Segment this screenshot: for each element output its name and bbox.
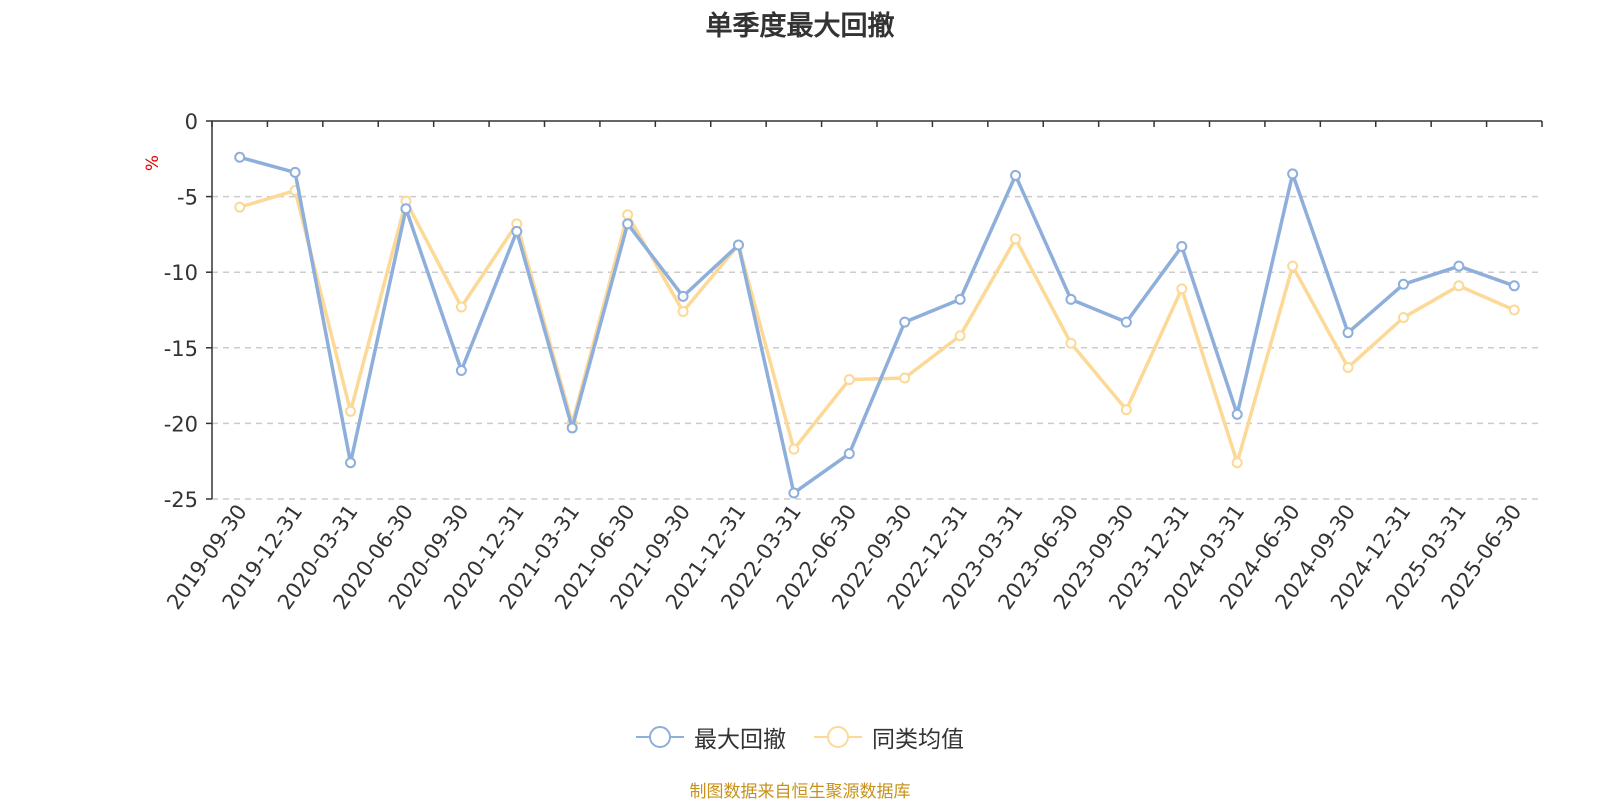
data-point-max-drawdown: [954, 293, 966, 305]
data-point-peer-average: [1453, 280, 1465, 292]
data-point-max-drawdown: [1120, 316, 1132, 328]
data-point-max-drawdown: [622, 218, 634, 230]
series-line-max-drawdown: [239, 155, 1515, 495]
y-tick-label: 0: [185, 110, 198, 134]
data-point-peer-average: [1176, 283, 1188, 295]
chart-title: 单季度最大回撤: [705, 11, 895, 42]
data-point-peer-average: [345, 405, 357, 417]
data-point-max-drawdown: [732, 239, 744, 251]
data-point-max-drawdown: [1231, 408, 1243, 420]
data-point-peer-average: [677, 306, 689, 318]
data-point-max-drawdown: [345, 457, 357, 469]
data-point-peer-average: [1287, 260, 1299, 272]
data-point-peer-average: [899, 372, 911, 384]
data-point-peer-average: [1397, 312, 1409, 324]
data-point-peer-average: [234, 201, 246, 213]
source-note: 制图数据来自恒生聚源数据库: [689, 782, 911, 802]
series-line-peer-average: [239, 188, 1515, 465]
data-point-max-drawdown: [1508, 280, 1520, 292]
y-axis-label: %: [143, 155, 163, 171]
data-point-max-drawdown: [455, 364, 467, 376]
data-point-max-drawdown: [677, 290, 689, 302]
data-point-max-drawdown: [511, 225, 523, 237]
data-point-max-drawdown: [1342, 327, 1354, 339]
data-point-peer-average: [1231, 457, 1243, 469]
data-point-max-drawdown: [1287, 168, 1299, 180]
legend-item-peer-average[interactable]: 同类均值: [814, 720, 964, 754]
data-point-peer-average: [1010, 233, 1022, 245]
data-point-max-drawdown: [1010, 169, 1022, 181]
legend-label: 同类均值: [872, 727, 964, 753]
data-point-max-drawdown: [843, 448, 855, 460]
data-point-max-drawdown: [1176, 240, 1188, 252]
data-point-peer-average: [1508, 304, 1520, 316]
data-point-peer-average: [843, 374, 855, 386]
data-point-peer-average: [1065, 337, 1077, 349]
legend-label: 最大回撤: [694, 727, 786, 753]
data-point-max-drawdown: [289, 166, 301, 178]
y-tick-label: -25: [164, 488, 198, 512]
data-point-peer-average: [788, 443, 800, 455]
y-tick-label: -5: [177, 186, 198, 210]
data-point-max-drawdown: [899, 316, 911, 328]
data-point-peer-average: [622, 209, 634, 221]
data-point-peer-average: [954, 330, 966, 342]
data-point-peer-average: [455, 301, 467, 313]
data-point-peer-average: [1120, 404, 1132, 416]
data-point-max-drawdown: [1453, 260, 1465, 272]
data-point-max-drawdown: [400, 203, 412, 215]
legend: 最大回撤 同类均值: [0, 720, 1600, 754]
data-point-max-drawdown: [788, 487, 800, 499]
data-point-max-drawdown: [1397, 278, 1409, 290]
y-tick-label: -15: [164, 337, 198, 361]
legend-item-max-drawdown[interactable]: 最大回撤: [636, 720, 786, 754]
data-point-max-drawdown: [1065, 293, 1077, 305]
y-tick-label: -20: [164, 412, 198, 436]
legend-marker-icon: [814, 726, 862, 748]
y-tick-label: -10: [164, 261, 198, 285]
legend-marker-icon: [636, 726, 684, 748]
data-point-max-drawdown: [234, 151, 246, 163]
data-point-peer-average: [1342, 361, 1354, 373]
data-point-max-drawdown: [566, 422, 578, 434]
